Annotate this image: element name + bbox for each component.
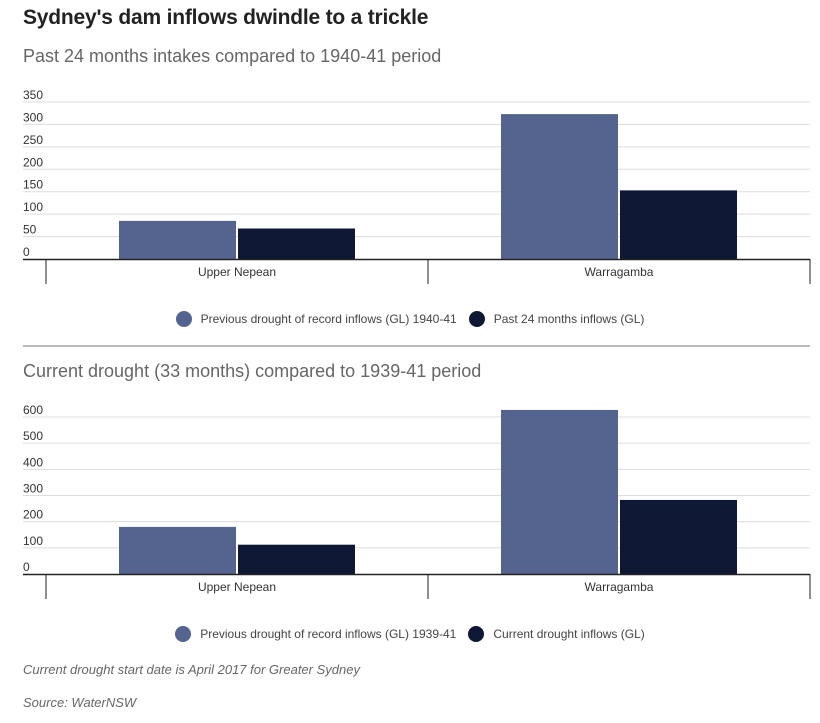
legend-label: Past 24 months inflows (GL) — [493, 312, 645, 326]
legend-item-series-1: Previous drought of record inflows (GL) … — [175, 626, 456, 642]
y-tick-label: 100 — [23, 534, 43, 548]
page-title: Sydney's dam inflows dwindle to a trickl… — [23, 6, 429, 29]
y-tick-label: 100 — [23, 200, 43, 214]
y-tick-label: 300 — [23, 482, 43, 496]
legend-swatch-icon — [175, 626, 192, 642]
x-category-label: Upper Nepean — [198, 265, 276, 279]
bar-upper-nepean-series-2 — [238, 544, 355, 574]
y-tick-label: 600 — [23, 405, 43, 417]
bar-warragamba-series-2 — [620, 190, 737, 259]
legend-item-series-1: Previous drought of record inflows (GL) … — [175, 311, 457, 327]
y-tick-label: 250 — [23, 133, 43, 147]
bar-warragamba-series-2 — [620, 499, 737, 574]
bar-warragamba-series-1 — [501, 409, 618, 574]
chart-1-subtitle: Past 24 months intakes compared to 1940-… — [23, 46, 442, 66]
x-category-label: Upper Nepean — [198, 580, 276, 594]
legend-item-series-2: Current drought inflows (GL) — [468, 626, 645, 642]
chart-1-legend: Previous drought of record inflows (GL) … — [0, 311, 820, 327]
x-category-label: Warragamba — [585, 580, 654, 594]
chart-2-legend: Previous drought of record inflows (GL) … — [0, 626, 820, 642]
source-note: Source: WaterNSW — [23, 695, 137, 710]
legend-swatch-icon — [175, 311, 192, 327]
y-tick-label: 500 — [23, 429, 43, 443]
legend-swatch-icon — [468, 626, 485, 642]
y-tick-label: 350 — [23, 90, 43, 102]
y-tick-label: 200 — [23, 508, 43, 522]
y-tick-label: 50 — [23, 223, 37, 237]
legend-swatch-icon — [468, 311, 485, 327]
y-tick-label: 400 — [23, 455, 43, 469]
chart-2: 0 100 200 300 400 500 600 Upper Nepean Warragamb… — [23, 405, 811, 599]
y-tick-label: 300 — [23, 110, 43, 124]
bar-upper-nepean-series-1 — [119, 220, 236, 259]
chart-1: 0 50 100 150 200 250 300 350 Upper Nepean Warraga… — [23, 90, 811, 284]
legend-label: Current drought inflows (GL) — [493, 627, 645, 641]
y-tick-label: 0 — [23, 560, 30, 574]
x-category-label: Warragamba — [585, 265, 654, 279]
bar-warragamba-series-1 — [501, 114, 618, 260]
legend-label: Previous drought of record inflows (GL) … — [200, 627, 457, 641]
bar-upper-nepean-series-2 — [238, 228, 355, 259]
section-divider — [23, 345, 810, 347]
bar-upper-nepean-series-1 — [119, 526, 236, 574]
y-tick-label: 200 — [23, 155, 43, 169]
chart-2-subtitle: Current drought (33 months) compared to … — [23, 361, 482, 381]
footnote: Current drought start date is April 2017… — [23, 662, 360, 677]
legend-item-series-2: Past 24 months inflows (GL) — [468, 311, 645, 327]
y-tick-label: 0 — [23, 245, 30, 259]
y-tick-label: 150 — [23, 178, 43, 192]
legend-label: Previous drought of record inflows (GL) … — [200, 312, 457, 326]
